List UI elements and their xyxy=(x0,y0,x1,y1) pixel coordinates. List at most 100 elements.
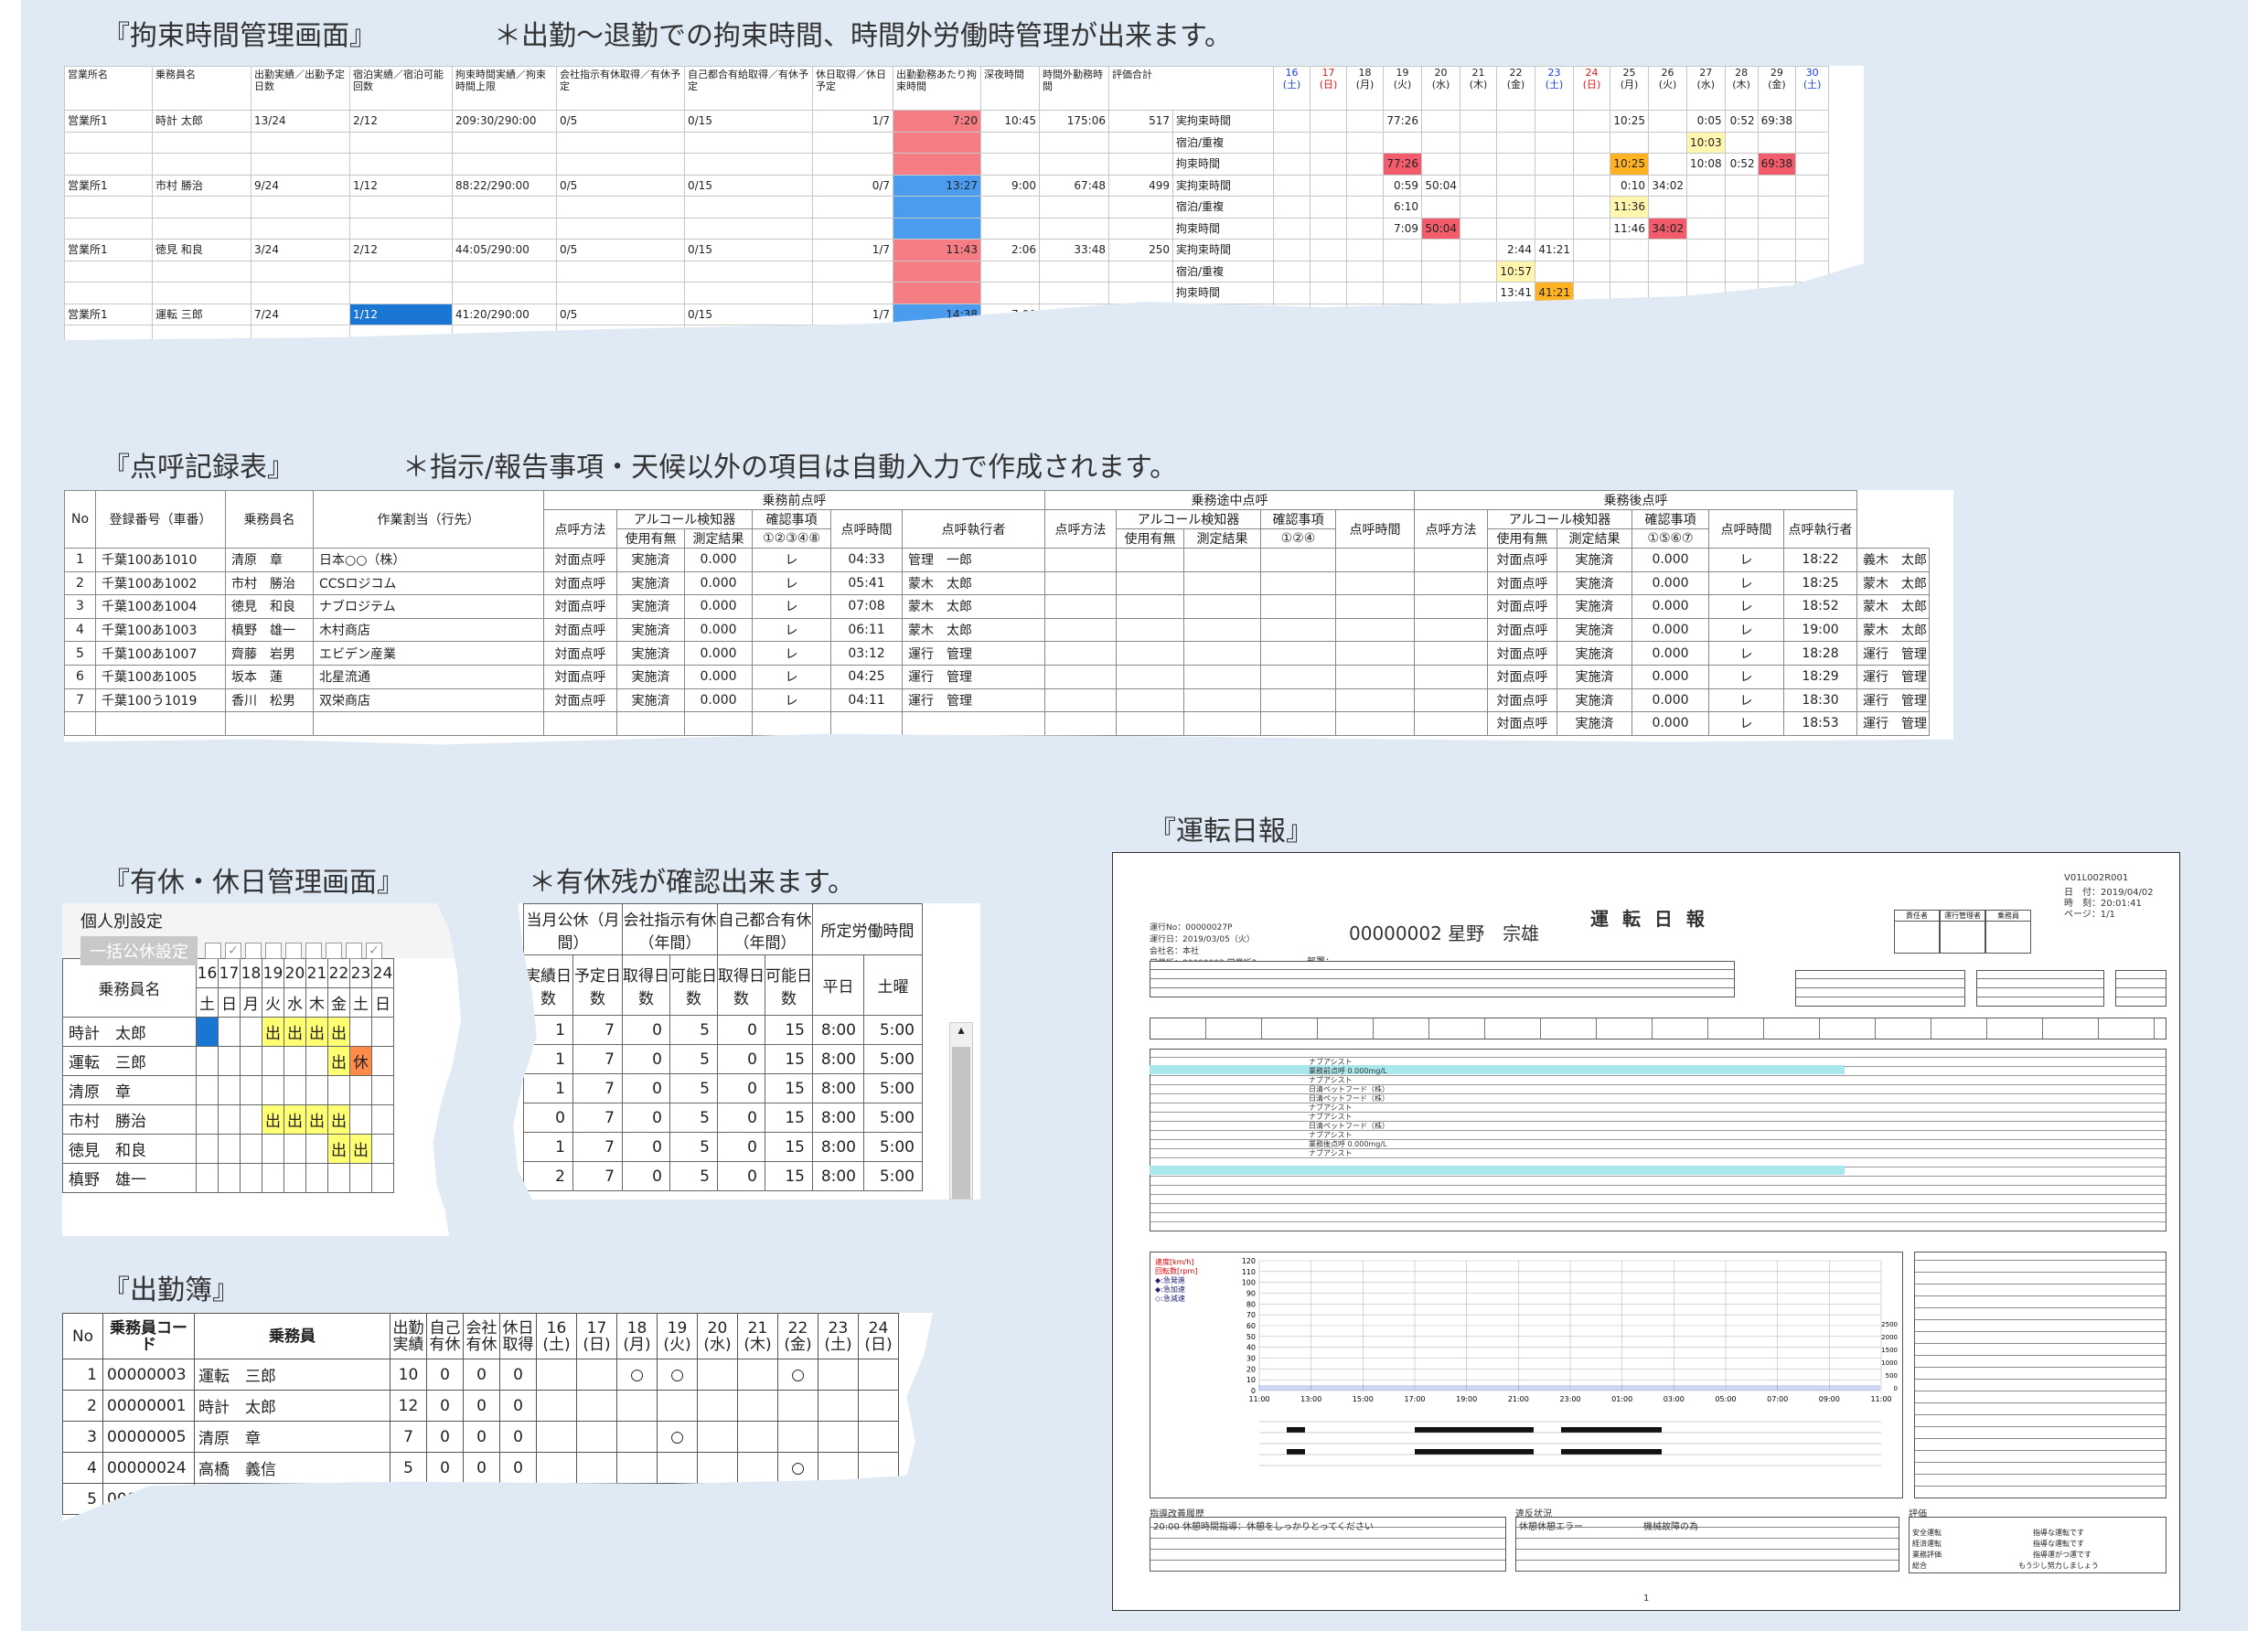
yukyu-day-cell[interactable] xyxy=(240,1134,262,1164)
day-checkbox[interactable] xyxy=(326,943,342,959)
scroll-thumb[interactable] xyxy=(952,1047,970,1199)
yukyu-day-cell[interactable] xyxy=(305,1134,328,1164)
yukyu-day-cell[interactable] xyxy=(262,1163,284,1193)
day-checkbox[interactable] xyxy=(346,943,362,959)
yukyu-day-cell[interactable] xyxy=(240,1046,262,1076)
yukyu-row[interactable]: 市村 勝治出出出出 xyxy=(62,1104,394,1135)
yukyu-day-cell[interactable] xyxy=(196,1017,219,1047)
tenko-k: レ xyxy=(752,617,831,643)
yukyu-day-cell[interactable] xyxy=(371,1134,394,1164)
yukyu-day-cell[interactable] xyxy=(218,1017,241,1047)
yukyu-weekday: 金 xyxy=(327,987,350,1018)
yukyu-row[interactable]: 槙野 雄一 xyxy=(62,1163,394,1193)
day-checkbox[interactable]: ✓ xyxy=(225,943,241,959)
day-checkbox[interactable] xyxy=(265,943,282,959)
yukyu-day-cell[interactable]: 出 xyxy=(327,1104,350,1135)
g-shotei: 所定労働時間 xyxy=(812,903,923,955)
yukyu-day-cell[interactable] xyxy=(305,1046,328,1076)
kosoku-office xyxy=(64,325,153,340)
kosoku-day-28: 28 (木) xyxy=(1724,66,1759,111)
kosoku-shinya xyxy=(980,217,1040,240)
yukyu-day-cell[interactable] xyxy=(349,1075,372,1105)
yukyu-day-cell[interactable] xyxy=(196,1134,219,1164)
yukyu-day-cell[interactable]: 出 xyxy=(327,1046,350,1076)
yukyu-day-cell[interactable] xyxy=(240,1104,262,1135)
bulk-holiday-button[interactable]: 一括公休設定 xyxy=(80,936,198,965)
kosoku-per: 7:20 xyxy=(893,110,981,133)
shukkin-stat: 12 xyxy=(390,1390,427,1422)
yukyu-day-cell[interactable] xyxy=(349,1163,372,1193)
th-result: 測定結果 xyxy=(684,528,753,549)
yukyu-weekday: 水 xyxy=(284,987,306,1018)
yukyu-day-cell[interactable] xyxy=(262,1134,284,1164)
yukyu-day-cell[interactable]: 出 xyxy=(349,1134,372,1164)
yukyu-day-cell[interactable] xyxy=(240,1163,262,1193)
yukyu-day-cell[interactable]: 出 xyxy=(262,1104,284,1135)
scroll-up-icon[interactable]: ▴ xyxy=(957,1023,965,1038)
kosoku-kosoku xyxy=(452,282,557,304)
yukyu-day-cell[interactable] xyxy=(284,1134,306,1164)
day-checkbox[interactable] xyxy=(245,943,262,959)
yukyu-day-cell[interactable] xyxy=(284,1163,306,1193)
yukyu-row[interactable]: 徳見 和良 出出 xyxy=(62,1134,394,1164)
yukyu-day-cell[interactable] xyxy=(196,1075,219,1105)
kosoku-day-cell xyxy=(1648,110,1687,133)
yukyu-day-cell[interactable] xyxy=(305,1075,328,1105)
yukyu-day-cell[interactable] xyxy=(371,1163,394,1193)
tenko-ae: 蒙木 太郎 xyxy=(1856,570,1930,596)
day-checkbox[interactable] xyxy=(205,943,221,959)
tenko-car: 千葉100あ1003 xyxy=(95,617,226,643)
yukyu-day-cell[interactable]: 休 xyxy=(349,1046,372,1076)
yukyu-day-cell[interactable] xyxy=(327,1075,350,1105)
kosoku-per: 13:27 xyxy=(893,174,981,197)
day-checkbox[interactable]: ✓ xyxy=(366,943,382,959)
yukyu-summary-cell: 15 xyxy=(765,1132,813,1162)
yukyu-day-cell[interactable] xyxy=(371,1046,394,1076)
yukyu-day-cell[interactable]: 出 xyxy=(284,1104,306,1135)
yukyu-day-cell[interactable] xyxy=(284,1075,306,1105)
yukyu-day-cell[interactable]: 出 xyxy=(327,1134,350,1164)
yukyu-day-cell[interactable] xyxy=(349,1104,372,1135)
kosoku-panel: 営業所名 乗務員名 出勤実績／出勤予定日数 宿泊実績／宿泊可能回数 拘束時間実績／拘束時… xyxy=(64,66,1864,340)
yukyu-summary-row: 2 7 0 5 0 15 8:00 5:00 xyxy=(523,1161,950,1191)
yukyu-day-cell[interactable] xyxy=(371,1017,394,1047)
yukyu-day-cell[interactable] xyxy=(371,1075,394,1105)
nippo-code: V01L002R001 xyxy=(2064,873,2129,883)
yukyu-day-cell[interactable] xyxy=(262,1075,284,1105)
yukyu-day-cell[interactable] xyxy=(196,1104,219,1135)
shukkin-code: 00000003 xyxy=(102,1359,195,1391)
yukyu-day-cell[interactable] xyxy=(349,1017,372,1047)
yukyu-day-cell[interactable] xyxy=(371,1104,394,1135)
yukyu-day-cell[interactable] xyxy=(218,1046,241,1076)
yukyu-day-cell[interactable] xyxy=(218,1163,241,1193)
yukyu-row[interactable]: 清原 章 xyxy=(62,1075,394,1105)
yukyu-day-cell[interactable] xyxy=(305,1163,328,1193)
yukyu-weekday: 木 xyxy=(305,987,328,1018)
yukyu-day-cell[interactable] xyxy=(218,1104,241,1135)
kosoku-per: 11:43 xyxy=(893,239,981,261)
yukyu-day-cell[interactable] xyxy=(284,1046,306,1076)
yukyu-day-cell[interactable]: 出 xyxy=(305,1104,328,1135)
day-checkbox[interactable] xyxy=(285,943,302,959)
scrollbar[interactable]: ▴ xyxy=(949,1022,973,1199)
tenko-au: 実施済 xyxy=(1557,548,1632,572)
shukkin-day-22: 22 (金) xyxy=(777,1313,818,1359)
yukyu-day-cell[interactable]: 出 xyxy=(262,1017,284,1047)
th-alcohol: アルコール検知器 xyxy=(616,509,753,529)
yukyu-day-cell[interactable]: 出 xyxy=(284,1017,306,1047)
yukyu-day-cell[interactable] xyxy=(262,1046,284,1076)
yukyu-day-cell[interactable] xyxy=(240,1075,262,1105)
yukyu-row[interactable]: 時計 太郎出出出出 xyxy=(62,1017,394,1047)
yukyu-day-cell[interactable] xyxy=(196,1046,219,1076)
yukyu-row[interactable]: 運転 三郎 出休 xyxy=(62,1046,394,1076)
yukyu-summary-cell: 5 xyxy=(669,1015,718,1045)
yukyu-day-cell[interactable] xyxy=(327,1163,350,1193)
yukyu-day-cell[interactable]: 出 xyxy=(327,1017,350,1047)
yukyu-day-cell[interactable] xyxy=(218,1134,241,1164)
tenko-t: 05:41 xyxy=(830,570,903,596)
yukyu-day-cell[interactable]: 出 xyxy=(305,1017,328,1047)
yukyu-day-cell[interactable] xyxy=(196,1163,219,1193)
yukyu-day-cell[interactable] xyxy=(240,1017,262,1047)
yukyu-day-cell[interactable] xyxy=(218,1075,241,1105)
day-checkbox[interactable] xyxy=(305,943,322,959)
